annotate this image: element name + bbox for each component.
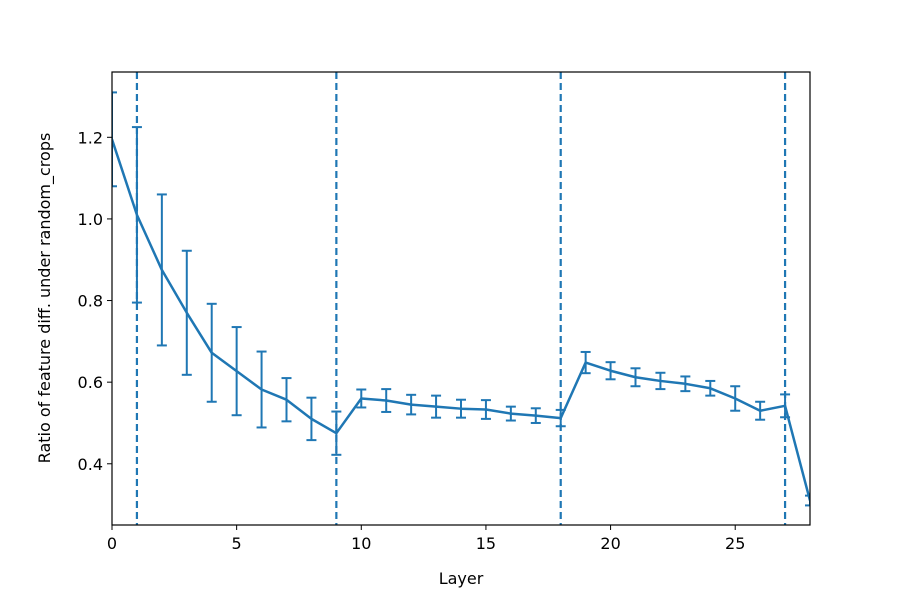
series-line-group [112, 138, 810, 501]
x-tick-label: 5 [232, 534, 242, 553]
y-axis-ticks: 0.4 0.6 0.8 1.0 1.2 [78, 128, 112, 474]
x-tick-label: 20 [600, 534, 620, 553]
y-axis-label: Ratio of feature diff. under random_crop… [35, 133, 55, 464]
plot-area [112, 72, 810, 525]
y-tick-label: 0.6 [78, 373, 103, 392]
y-tick-label: 0.8 [78, 292, 103, 311]
x-tick-label: 0 [107, 534, 117, 553]
series-line [112, 138, 810, 501]
error-bar [112, 91, 117, 188]
x-axis-ticks: 0 5 10 15 20 25 [107, 525, 745, 553]
error-bar [805, 494, 810, 507]
y-tick-label: 1.2 [78, 128, 103, 147]
x-axis-label: Layer [439, 569, 484, 588]
plot-frame [111, 71, 811, 526]
error-bars [112, 91, 810, 507]
y-tick-label: 1.0 [78, 210, 103, 229]
x-tick-label: 15 [476, 534, 496, 553]
x-tick-label: 10 [351, 534, 371, 553]
x-tick-label: 25 [725, 534, 745, 553]
y-tick-label: 0.4 [78, 455, 103, 474]
vertical-lines [135, 72, 787, 525]
